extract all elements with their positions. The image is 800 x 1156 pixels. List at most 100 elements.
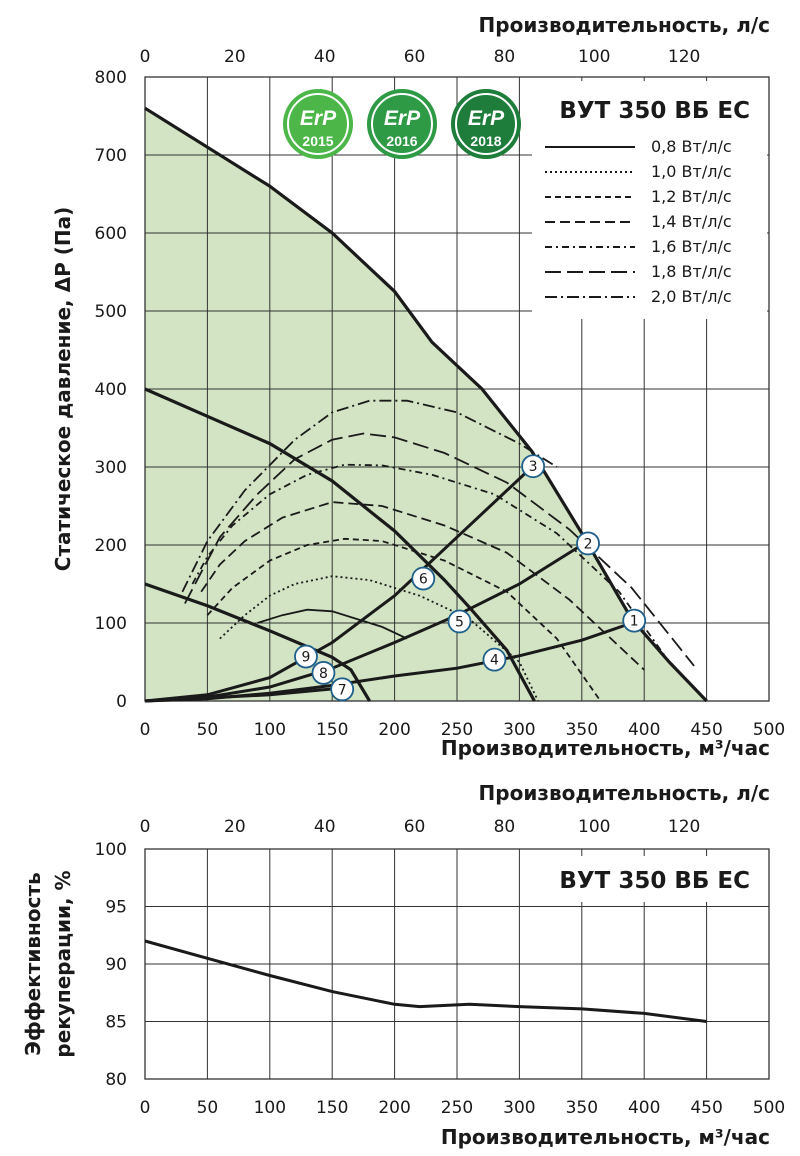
top-x2-tick-label: 100 [578, 47, 610, 67]
top-x-tick-label: 150 [316, 720, 348, 740]
erp-badge-2018-title: ErP [468, 107, 505, 130]
bottom-chart-y-ticks: 80 85 90 95 100 [95, 840, 127, 1090]
bottom-chart-frame [144, 848, 770, 1080]
operating-point-label: 6 [419, 572, 428, 588]
operating-point-circle [447, 609, 472, 634]
top-x2-tick-label: 120 [668, 47, 700, 67]
operating-point-marker: 7 [330, 677, 355, 702]
top-x-tick-label: 50 [197, 720, 219, 740]
operating-point-label: 4 [490, 653, 499, 669]
sfp-curve [200, 501, 645, 671]
network-curve [144, 465, 533, 703]
top-x-tick-label: 350 [566, 720, 598, 740]
top-x2-tick-label: 80 [494, 47, 516, 67]
bottom-y-tick-label: 90 [105, 955, 127, 975]
top-x2-tick-label: 0 [140, 47, 151, 67]
operating-point-marker: 8 [311, 661, 336, 685]
operating-point-circle [482, 647, 507, 672]
bottom-y-tick-label: 85 [105, 1013, 127, 1033]
bottom-x2-tick-label: 20 [224, 817, 246, 837]
fan-curve [144, 387, 536, 702]
bottom-x-tick-label: 200 [378, 1098, 410, 1118]
operating-point-circle [330, 677, 355, 702]
operating-point-marker: 2 [576, 531, 600, 556]
top-x2-tick-label: 60 [404, 47, 426, 67]
network-curves [144, 465, 633, 703]
bottom-chart-y-axis-title-line2: рекуперации, % [51, 870, 75, 1057]
top-x-tick-label: 500 [753, 720, 785, 740]
sfp-curve [257, 608, 408, 640]
sfp-curve [184, 432, 695, 667]
top-x-tick-label: 300 [503, 720, 535, 740]
bottom-x-tick-label: 350 [566, 1098, 598, 1118]
legend-label: 1,0 Вт/л/с [651, 162, 732, 181]
legend-item: 0,8 Вт/л/с [545, 137, 732, 156]
efficiency-curve [144, 939, 707, 1023]
bottom-x2-tick-label: 100 [578, 817, 610, 837]
legend-label: 1,2 Вт/л/с [651, 187, 732, 206]
operating-point-label: 8 [319, 666, 328, 682]
legend-label: 1,8 Вт/л/с [651, 262, 732, 281]
bottom-chart-x-ticks: 0 50 100 150 200 250 300 350 400 450 500 [140, 1098, 786, 1118]
top-y-tick-label: 100 [95, 614, 127, 634]
erp-badge-2015: ErP 2015 [283, 89, 353, 159]
top-x2-tick-label: 40 [314, 47, 336, 67]
sfp-curve [206, 537, 602, 702]
operating-point-marker: 6 [411, 566, 436, 591]
operating-point-label: 3 [529, 459, 538, 475]
erp-badge-2015-title: ErP [300, 107, 337, 130]
top-chart-x2-ticks: 0 20 40 60 80 100 120 [140, 47, 701, 67]
top-chart-model-title: ВУТ 350 ВБ ЕС [559, 98, 750, 124]
legend-box [532, 81, 767, 319]
top-y-tick-label: 500 [95, 302, 127, 322]
sfp-curves [181, 399, 695, 702]
erp-badge-2018-year: 2018 [470, 133, 501, 149]
bottom-x2-tick-label: 80 [494, 817, 516, 837]
top-y-tick-label: 600 [95, 224, 127, 244]
legend-label: 0,8 Вт/л/с [651, 137, 732, 156]
top-x-tick-label: 450 [690, 720, 722, 740]
top-x2-tick-label: 20 [224, 47, 246, 67]
operating-point-label: 1 [630, 614, 639, 630]
legend-label: 2,0 Вт/л/с [651, 287, 732, 306]
top-x-tick-label: 100 [254, 720, 286, 740]
legend: 0,8 Вт/л/с 1,0 Вт/л/с 1,2 Вт/л/с 1,4 Вт/л/с… [545, 137, 732, 306]
erp-badge-2018: ErP 2018 [451, 89, 521, 159]
legend-item: 1,6 Вт/л/с [545, 237, 732, 256]
bottom-y-tick-label: 80 [105, 1070, 127, 1090]
operating-point-marker: 9 [294, 644, 318, 669]
operating-point-circle [576, 531, 600, 556]
bottom-x-tick-label: 150 [316, 1098, 348, 1118]
legend-item: 1,0 Вт/л/с [545, 162, 732, 181]
bottom-x-tick-label: 50 [197, 1098, 219, 1118]
sfp-curve [191, 463, 670, 663]
bottom-x-tick-label: 500 [753, 1098, 785, 1118]
bottom-x2-tick-label: 40 [314, 817, 336, 837]
bottom-chart-y-axis-title-line1: Эффективность [21, 872, 45, 1055]
operating-point-label: 9 [302, 650, 311, 666]
top-chart-x-ticks: 0 50 100 150 200 250 300 350 400 450 500 [140, 720, 786, 740]
pressure-chart: Производительность, л/с 0 20 40 60 80 100 120 … [51, 13, 785, 760]
erp-badge-2016-title: ErP [384, 107, 421, 130]
bottom-x-tick-label: 400 [628, 1098, 660, 1118]
legend-label: 1,4 Вт/л/с [651, 212, 732, 231]
bottom-y-tick-label: 95 [105, 898, 127, 918]
bottom-x-tick-label: 0 [140, 1098, 151, 1118]
bottom-x-tick-label: 250 [441, 1098, 473, 1118]
top-x-tick-label: 250 [441, 720, 473, 740]
top-x-tick-label: 200 [378, 720, 410, 740]
operating-point-circle [294, 644, 318, 669]
bottom-legend-box [540, 856, 760, 902]
network-curve [144, 686, 345, 703]
sfp-curve [181, 399, 558, 593]
operating-point-circle [311, 661, 336, 685]
legend-item: 1,8 Вт/л/с [545, 262, 732, 281]
top-y-tick-label: 700 [95, 146, 127, 166]
bottom-x2-tick-label: 60 [404, 817, 426, 837]
sfp-curve [219, 575, 539, 702]
erp-badge-2015-year: 2015 [302, 133, 333, 149]
bottom-x-tick-label: 450 [690, 1098, 722, 1118]
operating-point-label: 2 [584, 536, 593, 552]
operating-point-circle [521, 454, 546, 479]
